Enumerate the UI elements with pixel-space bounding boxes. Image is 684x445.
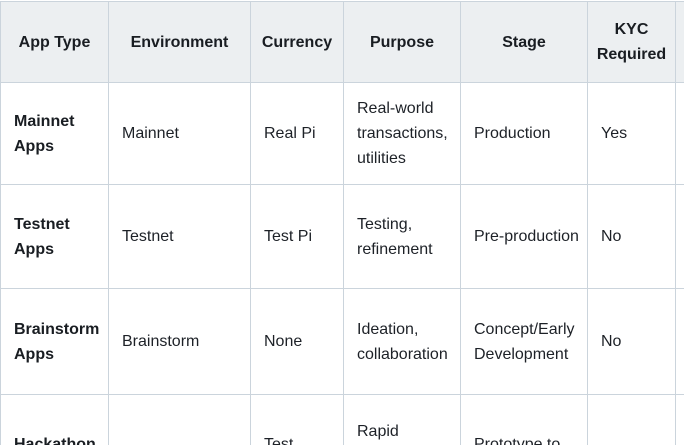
table-row-mainnet-apps: Mainnet Apps Mainnet Real Pi Real-world … [0, 82, 684, 185]
cell-clipped [675, 184, 684, 289]
cell-environment: Testnet [108, 184, 251, 289]
column-header-stage: Stage [460, 1, 588, 83]
column-header-purpose: Purpose [343, 1, 461, 83]
cell-kyc-required: Varies [587, 394, 676, 445]
cell-environment: Mainnet [108, 82, 251, 185]
cell-environment: Brainstorm [108, 288, 251, 395]
cell-app-type: Hackathon Apps [0, 394, 109, 445]
cell-clipped [675, 288, 684, 395]
cell-clipped [675, 394, 684, 445]
cell-kyc-required: No [587, 288, 676, 395]
cell-currency: Test Pi [250, 184, 344, 289]
cell-purpose: Real-world transactions, utilities [343, 82, 461, 185]
cell-currency: Test Pi/Real Pi [250, 394, 344, 445]
table-header-row: App Type Environment Currency Purpose St… [0, 1, 684, 83]
cell-stage: Concept/Early Development [460, 288, 588, 395]
cell-purpose: Rapid prototyping, competition [343, 394, 461, 445]
cell-clipped [675, 82, 684, 185]
cell-kyc-required: Yes [587, 82, 676, 185]
cell-app-type: Brainstorm Apps [0, 288, 109, 395]
cell-currency: None [250, 288, 344, 395]
column-header-kyc-required: KYC Required [587, 1, 676, 83]
column-header-currency: Currency [250, 1, 344, 83]
column-header-clipped [675, 1, 684, 83]
cell-purpose: Testing, refinement [343, 184, 461, 289]
cell-stage: Prototype to Production [460, 394, 588, 445]
column-header-app-type: App Type [0, 1, 109, 83]
table-row-hackathon-apps: Hackathon Apps Testnet/Mainnet Test Pi/R… [0, 394, 684, 445]
cell-currency: Real Pi [250, 82, 344, 185]
cell-environment: Testnet/Mainnet [108, 394, 251, 445]
table-row-testnet-apps: Testnet Apps Testnet Test Pi Testing, re… [0, 184, 684, 289]
table-row-brainstorm-apps: Brainstorm Apps Brainstorm None Ideation… [0, 288, 684, 395]
cell-kyc-required: No [587, 184, 676, 289]
cell-stage: Pre-production [460, 184, 588, 289]
cell-app-type: Mainnet Apps [0, 82, 109, 185]
cell-purpose: Ideation, collaboration [343, 288, 461, 395]
cell-app-type: Testnet Apps [0, 184, 109, 289]
cell-stage: Production [460, 82, 588, 185]
column-header-environment: Environment [108, 1, 251, 83]
